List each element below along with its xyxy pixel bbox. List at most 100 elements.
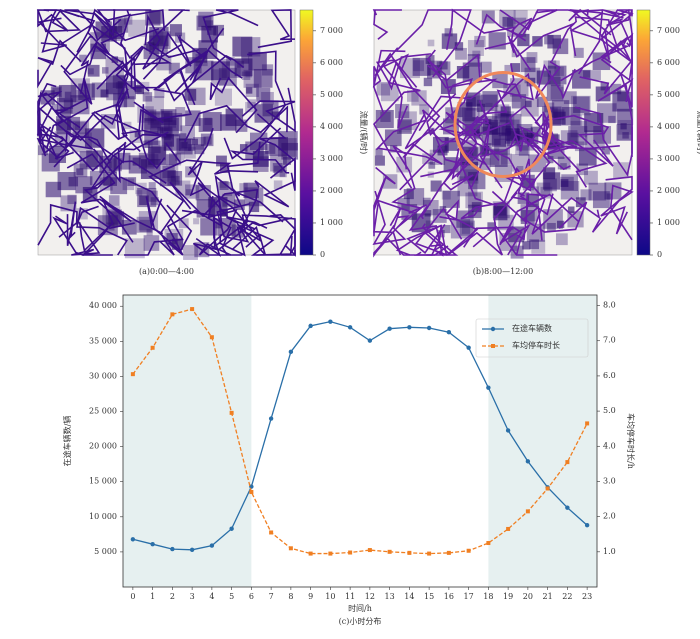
road xyxy=(560,36,631,82)
road xyxy=(55,36,93,127)
road xyxy=(91,18,129,140)
road-cell xyxy=(600,82,609,91)
road-cell xyxy=(239,144,248,152)
road xyxy=(214,141,261,209)
road xyxy=(184,104,289,143)
road-cell xyxy=(468,147,479,158)
road xyxy=(256,113,296,191)
road-cell xyxy=(225,108,244,127)
road-cell xyxy=(567,132,579,145)
road xyxy=(113,9,166,31)
road xyxy=(166,194,241,256)
road-cell xyxy=(381,83,399,102)
road-cell xyxy=(563,91,577,105)
road-cell xyxy=(454,42,464,51)
road-cell xyxy=(248,201,260,213)
y-tick-label: 30 000 xyxy=(89,371,117,380)
road-cell xyxy=(547,222,556,232)
road-cell xyxy=(150,197,159,206)
road-cell xyxy=(390,145,398,153)
point xyxy=(209,335,214,340)
road xyxy=(426,49,458,143)
road xyxy=(475,9,558,45)
road xyxy=(142,27,225,80)
road xyxy=(92,9,160,42)
road-cell xyxy=(204,117,212,126)
point xyxy=(505,428,511,433)
road xyxy=(133,101,166,170)
y-tick-label: 5 000 xyxy=(94,547,117,556)
road-cell xyxy=(597,103,617,123)
road-cell xyxy=(479,145,490,157)
point xyxy=(585,421,590,426)
point xyxy=(190,307,195,312)
point xyxy=(348,550,353,555)
point xyxy=(565,505,570,510)
road-cell xyxy=(219,181,229,190)
road-cell xyxy=(544,178,557,192)
road-cell xyxy=(91,82,107,98)
road-cell xyxy=(52,87,61,96)
road-cell xyxy=(552,38,569,55)
road-cell xyxy=(124,238,145,259)
road xyxy=(438,122,510,165)
road-cell xyxy=(530,126,541,137)
road xyxy=(219,225,262,257)
road-cell xyxy=(136,190,143,197)
colorbar-tick-label: 4 000 xyxy=(320,122,343,131)
road xyxy=(372,9,402,40)
road xyxy=(229,127,290,174)
point xyxy=(446,330,452,335)
road xyxy=(37,39,82,89)
road xyxy=(395,224,446,256)
x-tick-label: 3 xyxy=(190,592,195,601)
road-cell xyxy=(573,96,590,113)
road-cell xyxy=(425,220,434,229)
road-cell xyxy=(606,193,613,200)
road xyxy=(418,60,498,132)
road-cell xyxy=(50,86,62,98)
road xyxy=(197,182,268,248)
road-cell xyxy=(67,194,77,205)
point xyxy=(525,459,531,464)
road-cell xyxy=(272,163,283,173)
road-cell xyxy=(234,199,245,211)
point xyxy=(387,326,392,331)
road-cell xyxy=(232,36,253,57)
legend-marker xyxy=(491,344,495,348)
road-cell xyxy=(63,99,74,109)
road-cell xyxy=(144,118,162,136)
colorbar-tick-label: 4 000 xyxy=(657,122,680,131)
point xyxy=(170,546,175,552)
road-cell xyxy=(179,133,187,141)
road-cell xyxy=(161,110,173,122)
road-cell xyxy=(557,220,565,228)
road-cell xyxy=(455,47,467,60)
road-cell xyxy=(277,138,297,157)
road-cell xyxy=(591,70,601,81)
road xyxy=(66,153,132,223)
road-cell xyxy=(203,136,212,145)
point xyxy=(328,551,333,556)
road-cell xyxy=(154,87,165,99)
road xyxy=(396,9,472,78)
road-cell xyxy=(243,69,262,88)
road-cell xyxy=(531,239,546,254)
x-tick-label: 15 xyxy=(424,592,434,601)
road-cell xyxy=(617,90,629,102)
y2-tick-label: 3.0 xyxy=(603,476,616,485)
road-cell xyxy=(148,182,156,190)
road-cell xyxy=(511,63,521,72)
point xyxy=(407,325,412,330)
road-cell xyxy=(487,222,496,231)
road-cell xyxy=(148,146,167,165)
road-cell xyxy=(220,163,230,173)
y-tick-label: 40 000 xyxy=(89,301,117,310)
road-cell xyxy=(216,155,227,167)
road xyxy=(187,127,214,197)
road-cell xyxy=(134,85,142,93)
road xyxy=(507,22,577,58)
road-cell xyxy=(100,89,109,98)
road-cell xyxy=(540,186,553,199)
road xyxy=(112,47,144,99)
